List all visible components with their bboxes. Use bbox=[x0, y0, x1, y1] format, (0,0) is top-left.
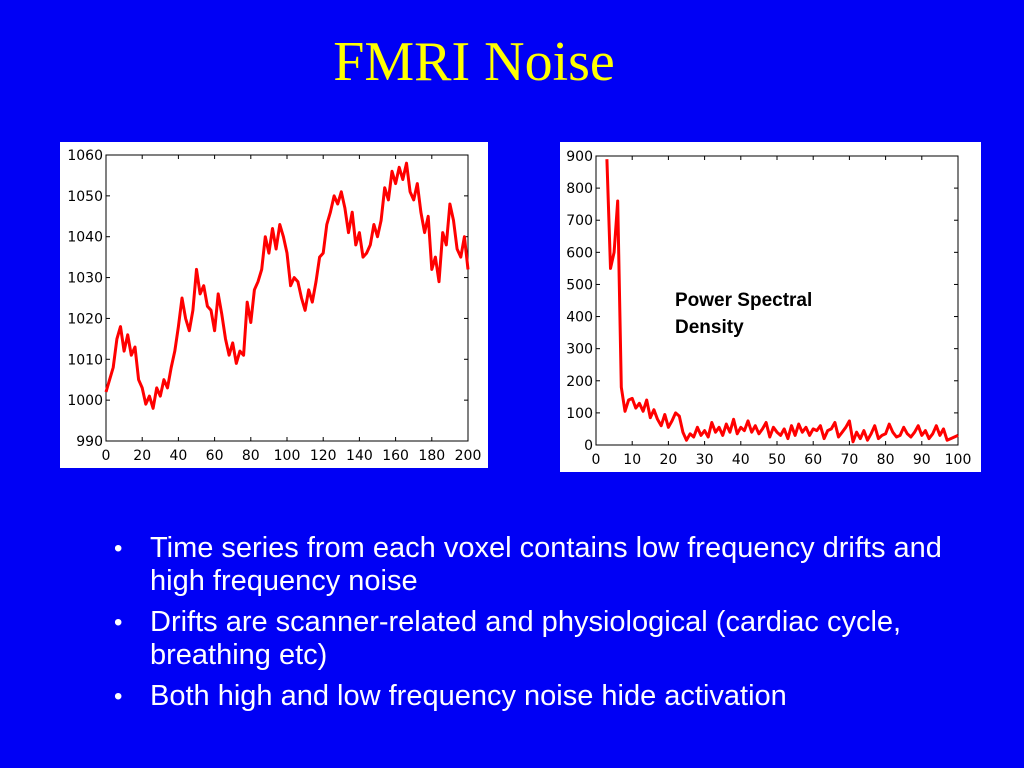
time-series-y-tick-label: 1020 bbox=[67, 311, 103, 327]
time-series-y-tick-label: 990 bbox=[76, 434, 103, 450]
time-series-chart: 990 1000 1010 1020 1030 1040 1050 1060 0 20 40 60 80… bbox=[60, 142, 488, 468]
time-series-y-tick-label: 1060 bbox=[67, 148, 103, 164]
time-series-x-tick-label: 120 bbox=[310, 448, 337, 464]
time-series-x-tick-label: 160 bbox=[382, 448, 409, 464]
power-spectrum-y-tick-label: 200 bbox=[566, 374, 593, 390]
time-series-y-tick-label: 1030 bbox=[67, 271, 103, 287]
power-spectrum-x-tick-label: 50 bbox=[768, 452, 786, 468]
bullet-dot-icon: • bbox=[114, 609, 123, 636]
slide-title: FMRI Noise bbox=[333, 31, 615, 93]
power-spectrum-y-tick-label: 700 bbox=[566, 213, 593, 229]
bullet-item: • Drifts are scanner-related and physiolo… bbox=[112, 606, 972, 672]
power-spectrum-x-tick-label: 20 bbox=[659, 452, 677, 468]
bullet-list: • Time series from each voxel contains lo… bbox=[112, 532, 972, 721]
power-spectrum-y-tick-label: 100 bbox=[566, 406, 593, 422]
time-series-x-tick-label: 100 bbox=[274, 448, 301, 464]
power-spectrum-y-tick-label: 900 bbox=[566, 149, 593, 165]
time-series-y-tick-label: 1010 bbox=[67, 352, 103, 368]
power-spectrum-chart: 0 100 200 300 400 500 600 700 800 900 0 10 20 30 40 50 6… bbox=[560, 142, 981, 472]
power-spectrum-x-tick-label: 60 bbox=[804, 452, 822, 468]
power-spectrum-y-tick-label: 600 bbox=[566, 245, 593, 261]
bullet-text: Both high and low frequency noise hide a… bbox=[150, 680, 787, 712]
bullet-dot-icon: • bbox=[114, 535, 123, 562]
power-spectrum-x-tick-label: 70 bbox=[840, 452, 858, 468]
power-spectrum-plot: 0 100 200 300 400 500 600 700 800 900 0 10 20 30 40 50 6… bbox=[566, 149, 972, 468]
time-series-x-tick-label: 200 bbox=[455, 448, 482, 464]
power-spectrum-y-tick-label: 0 bbox=[584, 438, 593, 454]
time-series-x-tick-label: 60 bbox=[206, 448, 224, 464]
power-spectrum-x-tick-label: 10 bbox=[623, 452, 641, 468]
power-spectrum-y-tick-label: 800 bbox=[566, 181, 593, 197]
power-spectrum-x-tick-label: 80 bbox=[877, 452, 895, 468]
power-spectrum-x-tick-label: 0 bbox=[592, 452, 601, 468]
bullet-text: Time series from each voxel contains low… bbox=[150, 532, 942, 597]
power-spectrum-y-tick-label: 500 bbox=[566, 277, 593, 293]
time-series-y-tick-label: 1050 bbox=[67, 189, 103, 205]
bullet-dot-icon: • bbox=[114, 683, 123, 710]
power-spectrum-y-tick-label: 300 bbox=[566, 342, 593, 358]
time-series-plot: 990 1000 1010 1020 1030 1040 1050 1060 0 20 40 60 80… bbox=[67, 148, 482, 464]
time-series-y-tick-label: 1040 bbox=[67, 230, 103, 246]
power-spectrum-y-tick-label: 400 bbox=[566, 310, 593, 326]
time-series-x-tick-label: 140 bbox=[346, 448, 373, 464]
power-spectrum-series-line bbox=[605, 159, 959, 444]
bullet-text: Drifts are scanner-related and physiolog… bbox=[150, 606, 902, 671]
power-spectrum-x-tick-label: 40 bbox=[732, 452, 750, 468]
time-series-series-line bbox=[104, 161, 470, 410]
power-spectrum-x-tick-label: 90 bbox=[913, 452, 931, 468]
time-series-x-tick-label: 80 bbox=[242, 448, 260, 464]
bullet-item: • Time series from each voxel contains lo… bbox=[112, 532, 972, 598]
power-spectrum-x-tick-label: 30 bbox=[696, 452, 714, 468]
time-series-x-tick-label: 0 bbox=[102, 448, 111, 464]
time-series-x-tick-label: 40 bbox=[169, 448, 187, 464]
bullet-item: • Both high and low frequency noise hide … bbox=[112, 680, 972, 713]
time-series-x-tick-label: 20 bbox=[133, 448, 151, 464]
time-series-y-tick-label: 1000 bbox=[67, 393, 103, 409]
time-series-x-tick-label: 180 bbox=[418, 448, 445, 464]
psd-annotation: Power Spectral Density bbox=[675, 290, 813, 338]
power-spectrum-x-tick-label: 100 bbox=[945, 452, 972, 468]
